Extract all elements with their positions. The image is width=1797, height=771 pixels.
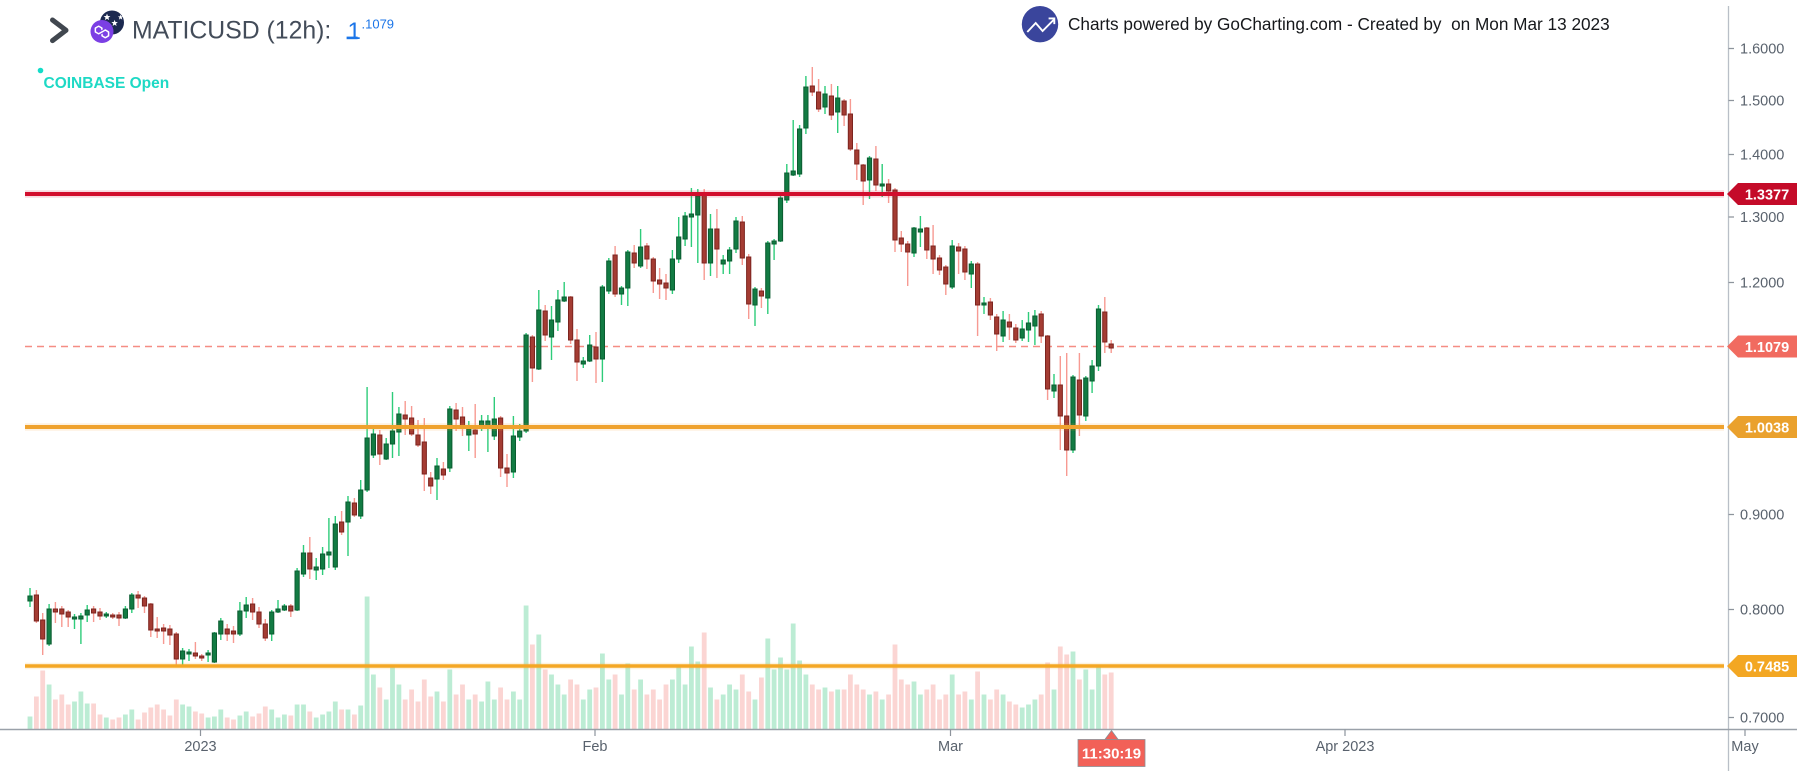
- svg-text:1.1079: 1.1079: [1745, 340, 1789, 356]
- svg-text:1.2000: 1.2000: [1740, 276, 1784, 292]
- svg-text:2023: 2023: [184, 739, 216, 755]
- svg-text:.1079: .1079: [362, 17, 395, 32]
- svg-text:0.7000: 0.7000: [1740, 711, 1784, 727]
- svg-text:May: May: [1731, 739, 1759, 755]
- svg-text:1.0038: 1.0038: [1745, 421, 1789, 437]
- svg-text:0.7485: 0.7485: [1745, 660, 1789, 676]
- svg-text:Charts powered by GoCharting.c: Charts powered by GoCharting.com - Creat…: [1068, 14, 1610, 34]
- svg-text:Feb: Feb: [583, 739, 608, 755]
- svg-text:0.9000: 0.9000: [1740, 508, 1784, 524]
- svg-text:11:30:19: 11:30:19: [1082, 746, 1141, 763]
- svg-text:MATICUSD (12h):: MATICUSD (12h):: [132, 18, 331, 45]
- svg-text:Mar: Mar: [938, 739, 963, 755]
- svg-text:1.3000: 1.3000: [1740, 210, 1784, 226]
- svg-text:COINBASE Open: COINBASE Open: [44, 75, 170, 92]
- svg-text:1.5000: 1.5000: [1740, 94, 1784, 110]
- svg-text:1.4000: 1.4000: [1740, 148, 1784, 164]
- svg-text:Apr 2023: Apr 2023: [1316, 739, 1375, 755]
- svg-text:1.6000: 1.6000: [1740, 42, 1784, 58]
- svg-text:1.3377: 1.3377: [1745, 188, 1789, 204]
- svg-text:0.8000: 0.8000: [1740, 603, 1784, 619]
- svg-text:1: 1: [348, 18, 361, 45]
